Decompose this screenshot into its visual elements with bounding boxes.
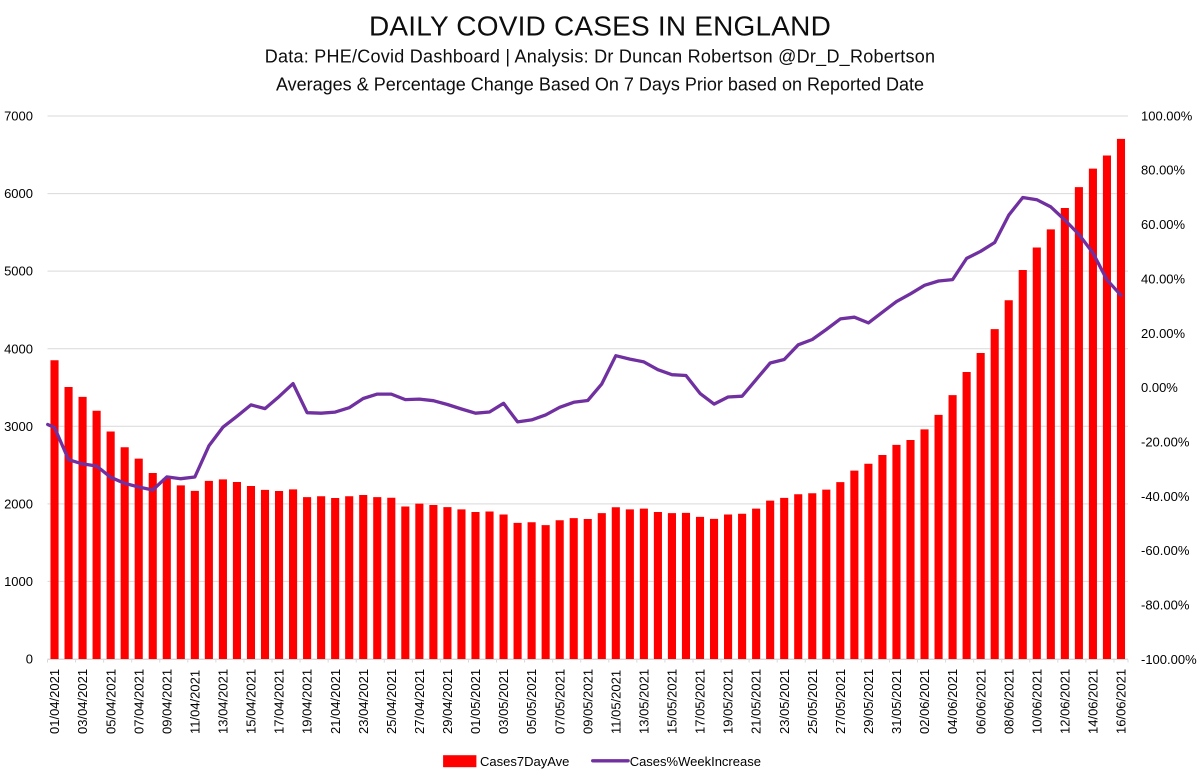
svg-text:0.00%: 0.00% (1141, 380, 1178, 395)
svg-text:09/05/2021: 09/05/2021 (580, 669, 595, 734)
svg-text:07/04/2021: 07/04/2021 (131, 669, 146, 734)
svg-text:05/04/2021: 05/04/2021 (103, 669, 118, 734)
svg-text:3000: 3000 (4, 419, 33, 434)
svg-text:20.00%: 20.00% (1141, 326, 1186, 341)
svg-text:15/05/2021: 15/05/2021 (665, 669, 680, 734)
svg-text:DAILY COVID CASES IN ENGLAND: DAILY COVID CASES IN ENGLAND (369, 11, 831, 42)
svg-text:6000: 6000 (4, 186, 33, 201)
svg-text:16/06/2021: 16/06/2021 (1114, 669, 1129, 734)
svg-text:17/04/2021: 17/04/2021 (272, 669, 287, 734)
svg-text:13/05/2021: 13/05/2021 (636, 669, 651, 734)
svg-text:02/06/2021: 02/06/2021 (917, 669, 932, 734)
svg-text:12/06/2021: 12/06/2021 (1057, 669, 1072, 734)
svg-text:11/04/2021: 11/04/2021 (187, 670, 202, 734)
svg-text:100.00%: 100.00% (1141, 108, 1193, 123)
svg-text:23/04/2021: 23/04/2021 (356, 669, 371, 734)
svg-text:06/06/2021: 06/06/2021 (973, 669, 988, 734)
svg-text:01/04/2021: 01/04/2021 (47, 669, 62, 734)
svg-text:-100.00%: -100.00% (1141, 652, 1197, 667)
svg-text:25/04/2021: 25/04/2021 (384, 669, 399, 734)
svg-text:21/04/2021: 21/04/2021 (328, 669, 343, 734)
svg-text:29/05/2021: 29/05/2021 (861, 669, 876, 734)
svg-text:31/05/2021: 31/05/2021 (889, 669, 904, 734)
svg-text:19/05/2021: 19/05/2021 (721, 669, 736, 734)
svg-text:40.00%: 40.00% (1141, 271, 1186, 286)
svg-text:-40.00%: -40.00% (1141, 489, 1190, 504)
svg-text:23/05/2021: 23/05/2021 (777, 669, 792, 734)
svg-text:13/04/2021: 13/04/2021 (216, 669, 231, 734)
svg-text:60.00%: 60.00% (1141, 217, 1186, 232)
svg-text:Averages & Percentage Change B: Averages & Percentage Change Based On 7 … (276, 75, 924, 95)
svg-text:07/05/2021: 07/05/2021 (552, 669, 567, 734)
svg-text:29/04/2021: 29/04/2021 (440, 669, 455, 734)
svg-text:19/04/2021: 19/04/2021 (300, 669, 315, 734)
svg-text:Cases%WeekIncrease: Cases%WeekIncrease (630, 754, 761, 769)
svg-text:01/05/2021: 01/05/2021 (468, 669, 483, 734)
svg-text:08/06/2021: 08/06/2021 (1001, 669, 1016, 734)
svg-text:09/04/2021: 09/04/2021 (159, 669, 174, 734)
svg-text:-60.00%: -60.00% (1141, 543, 1190, 558)
svg-text:27/04/2021: 27/04/2021 (412, 669, 427, 734)
svg-text:25/05/2021: 25/05/2021 (805, 669, 820, 734)
svg-text:2000: 2000 (4, 497, 33, 512)
svg-text:11/05/2021: 11/05/2021 (608, 670, 623, 734)
svg-text:03/04/2021: 03/04/2021 (75, 669, 90, 734)
svg-text:4000: 4000 (4, 341, 33, 356)
svg-text:5000: 5000 (4, 264, 33, 279)
svg-text:1000: 1000 (4, 574, 33, 589)
svg-text:0: 0 (26, 652, 33, 667)
svg-text:10/06/2021: 10/06/2021 (1029, 669, 1044, 734)
svg-text:-20.00%: -20.00% (1141, 434, 1190, 449)
svg-text:03/05/2021: 03/05/2021 (496, 669, 511, 734)
svg-text:14/06/2021: 14/06/2021 (1086, 669, 1101, 734)
svg-text:27/05/2021: 27/05/2021 (833, 669, 848, 734)
svg-text:7000: 7000 (4, 109, 33, 124)
svg-text:21/05/2021: 21/05/2021 (749, 669, 764, 734)
svg-text:80.00%: 80.00% (1141, 163, 1186, 178)
svg-text:-80.00%: -80.00% (1141, 598, 1190, 613)
svg-text:15/04/2021: 15/04/2021 (244, 669, 259, 734)
svg-text:04/06/2021: 04/06/2021 (945, 669, 960, 734)
svg-text:Cases7DayAve: Cases7DayAve (480, 754, 569, 769)
svg-text:05/05/2021: 05/05/2021 (524, 669, 539, 734)
svg-text:Data: PHE/Covid Dashboard | An: Data: PHE/Covid Dashboard | Analysis: Dr… (265, 47, 936, 68)
svg-text:17/05/2021: 17/05/2021 (693, 669, 708, 734)
